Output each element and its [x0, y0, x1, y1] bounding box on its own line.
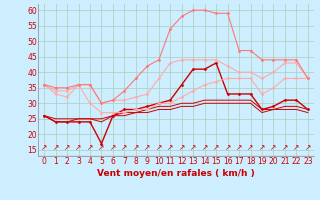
Text: ↗: ↗: [75, 143, 82, 152]
Text: ↗: ↗: [282, 143, 288, 152]
Text: ↗: ↗: [259, 143, 265, 152]
Text: ↗: ↗: [144, 143, 150, 152]
Text: ↗: ↗: [98, 143, 105, 152]
Text: ↗: ↗: [270, 143, 277, 152]
Text: ↗: ↗: [247, 143, 254, 152]
Text: ↗: ↗: [167, 143, 173, 152]
Text: ↗: ↗: [87, 143, 93, 152]
Text: ↗: ↗: [202, 143, 208, 152]
Text: ↗: ↗: [156, 143, 162, 152]
Text: ↗: ↗: [121, 143, 128, 152]
Text: ↗: ↗: [224, 143, 231, 152]
Text: ↗: ↗: [305, 143, 311, 152]
Text: ↗: ↗: [52, 143, 59, 152]
X-axis label: Vent moyen/en rafales ( km/h ): Vent moyen/en rafales ( km/h ): [97, 169, 255, 178]
Text: ↗: ↗: [213, 143, 219, 152]
Text: ↗: ↗: [110, 143, 116, 152]
Text: ↗: ↗: [179, 143, 185, 152]
Text: ↗: ↗: [236, 143, 242, 152]
Text: ↗: ↗: [133, 143, 139, 152]
Text: ↗: ↗: [190, 143, 196, 152]
Text: ↗: ↗: [293, 143, 300, 152]
Text: ↗: ↗: [64, 143, 70, 152]
Text: ↗: ↗: [41, 143, 47, 152]
